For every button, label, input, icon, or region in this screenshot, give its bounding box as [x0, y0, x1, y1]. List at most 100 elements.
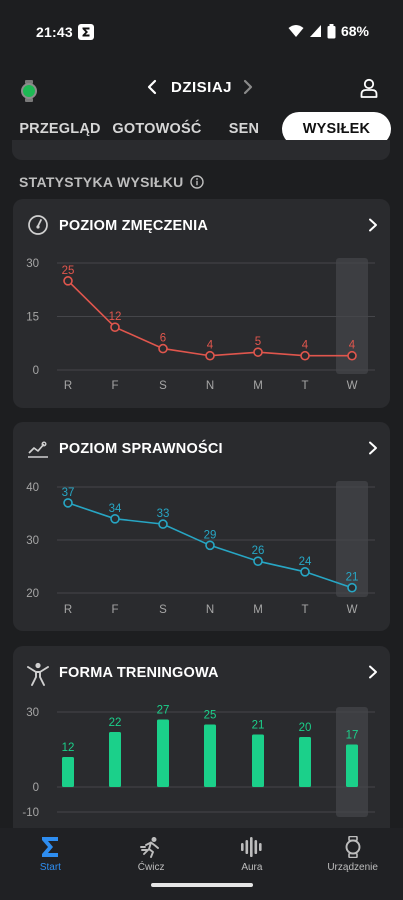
y-tick-label: 30	[26, 258, 39, 270]
y-tick-label: 0	[33, 365, 39, 377]
nav-cwicz[interactable]: Ćwicz	[101, 828, 202, 900]
section-title: STATYSTYKA WYSIŁKU	[19, 174, 204, 190]
data-label: 34	[109, 503, 122, 515]
data-label: 37	[62, 487, 75, 499]
y-tick-label: -10	[22, 807, 39, 819]
data-point	[253, 347, 263, 357]
next-day-button[interactable]	[242, 79, 254, 100]
battery-level: 68%	[340, 23, 369, 39]
bar	[204, 724, 216, 787]
data-label: 22	[109, 717, 122, 729]
connected-watch-icon[interactable]	[20, 80, 38, 107]
nav-aura-label: Aura	[241, 862, 263, 873]
fitness-card-header[interactable]: POZIOM SPRAWNOŚCI	[13, 422, 390, 474]
wifi-icon	[288, 25, 304, 37]
bar	[346, 744, 358, 787]
info-icon[interactable]	[189, 175, 204, 189]
data-label: 4	[349, 340, 356, 352]
tab-sen[interactable]: SEN	[228, 121, 260, 137]
data-point	[158, 519, 168, 529]
previous-card-edge	[12, 140, 390, 160]
data-point	[158, 343, 168, 354]
x-tick-label: M	[253, 604, 263, 616]
data-label: 21	[346, 572, 359, 584]
data-point	[110, 514, 120, 524]
data-label: 12	[109, 311, 122, 323]
data-label: 4	[302, 340, 309, 352]
nav-cwicz-label: Ćwicz	[137, 862, 165, 873]
data-point	[347, 350, 357, 361]
x-tick-label: N	[206, 604, 214, 616]
status-right: 68%	[288, 23, 369, 39]
nav-urzadzenie-label: Urządzenie	[327, 862, 378, 873]
y-tick-label: 0	[33, 782, 39, 794]
gauge-icon	[27, 215, 49, 240]
data-point	[347, 582, 357, 593]
fatigue-card[interactable]: POZIOM ZMĘCZENIA 0 15 30 R F S N M T W 25 12 6 4 5 4 4	[13, 199, 390, 408]
x-tick-label: T	[301, 604, 308, 616]
data-point	[205, 540, 215, 551]
sigma-icon	[42, 837, 59, 857]
aura-icon	[240, 837, 262, 857]
status-bar: 21:43 68%	[0, 0, 403, 64]
battery-icon	[327, 23, 336, 38]
data-label: 24	[299, 556, 312, 568]
status-time: 21:43	[36, 24, 73, 40]
trend-icon	[27, 438, 49, 463]
form-chart: -10030RFSNMTW12222725212017	[22, 705, 375, 819]
form-card[interactable]: FORMA TRENINGOWA -10030RFSNMTW1222272521…	[13, 646, 390, 828]
data-label: 29	[204, 529, 217, 541]
fatigue-card-header[interactable]: POZIOM ZMĘCZENIA	[13, 199, 390, 251]
bottom-navigation: Start Ćwicz Aura Urządzenie	[0, 828, 403, 900]
data-label: 25	[204, 710, 217, 722]
y-tick-label: 30	[26, 707, 39, 719]
profile-icon[interactable]	[360, 78, 378, 103]
data-label: 5	[255, 336, 261, 348]
bar	[157, 719, 169, 787]
data-point	[253, 556, 263, 566]
tab-gotowosc[interactable]: GOTOWOŚĆ	[112, 121, 202, 137]
data-label: 6	[160, 333, 166, 345]
watch-icon	[345, 836, 361, 858]
data-point	[300, 567, 310, 577]
form-card-header[interactable]: FORMA TRENINGOWA	[13, 646, 390, 698]
fatigue-chart: 0 15 30 R F S N M T W 25 12 6 4 5 4 4	[26, 258, 375, 392]
x-tick-label: W	[347, 604, 358, 616]
x-tick-label: F	[111, 380, 118, 392]
section-title-text: STATYSTYKA WYSIŁKU	[19, 174, 184, 190]
x-tick-label: M	[253, 380, 263, 392]
y-tick-label: 15	[26, 312, 39, 324]
home-indicator	[151, 883, 253, 887]
nav-start-label: Start	[39, 862, 61, 873]
y-tick-label: 30	[26, 535, 39, 547]
data-label: 21	[252, 720, 265, 732]
data-label: 26	[252, 545, 265, 557]
date-label[interactable]: DZISIAJ	[170, 79, 232, 96]
nav-aura[interactable]: Aura	[202, 828, 303, 900]
data-label: 20	[299, 722, 312, 734]
data-point	[110, 322, 120, 332]
today-highlight	[336, 481, 368, 597]
data-label: 17	[346, 730, 359, 742]
tab-przeglad[interactable]: PRZEGLĄD	[19, 121, 101, 137]
person-icon	[27, 662, 49, 691]
nav-start[interactable]: Start	[0, 828, 101, 900]
x-tick-label: N	[206, 380, 214, 392]
data-point	[300, 350, 310, 361]
x-tick-label: W	[347, 380, 358, 392]
bar	[299, 737, 311, 787]
data-point	[63, 498, 73, 508]
fatigue-card-chevron-icon[interactable]	[368, 218, 378, 237]
data-point	[63, 276, 73, 286]
previous-day-button[interactable]	[146, 79, 158, 100]
running-icon	[140, 837, 160, 858]
form-card-chevron-icon[interactable]	[368, 665, 378, 684]
app-notification-icon	[78, 24, 94, 40]
header: DZISIAJ	[0, 76, 403, 104]
fitness-card-chevron-icon[interactable]	[368, 441, 378, 460]
nav-urzadzenie[interactable]: Urządzenie	[302, 828, 403, 900]
y-tick-label: 20	[26, 588, 39, 600]
fitness-card[interactable]: POZIOM SPRAWNOŚCI 20 30 40 R F S N M T W 37 34 33 29 2…	[13, 422, 390, 631]
data-label: 27	[157, 705, 170, 717]
fitness-card-title: POZIOM SPRAWNOŚCI	[59, 441, 223, 457]
